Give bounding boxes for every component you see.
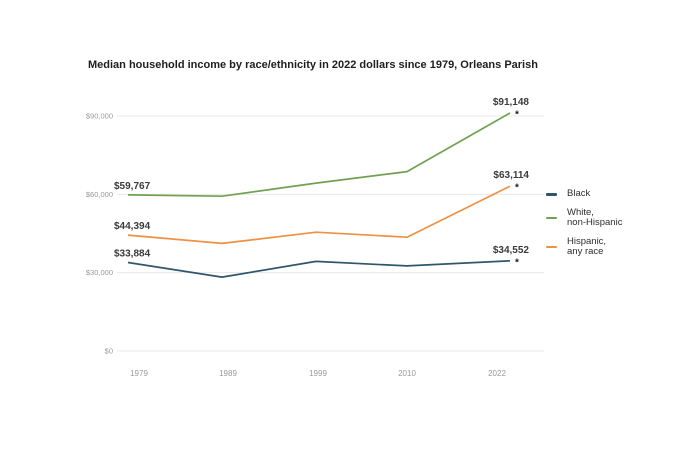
x-axis-tick-label: 1989	[219, 369, 237, 378]
x-axis-tick-label: 1979	[130, 369, 148, 378]
legend-item-white-non-hispanic: White, non-Hispanic	[546, 206, 623, 229]
footnote-asterisk-white-non-hispanic: *	[515, 110, 519, 121]
y-axis-tick-label: $60,000	[86, 190, 113, 199]
value-label-last-hispanic-any-race: $63,114	[493, 170, 529, 181]
value-label-first-hispanic-any-race: $44,394	[114, 221, 151, 232]
legend-item-black: Black	[546, 188, 622, 200]
legend-swatch-white-non-hispanic-line	[546, 216, 557, 220]
value-label-last-white-non-hispanic: $91,148	[493, 97, 530, 108]
value-label-last-black: $34,552	[493, 245, 530, 256]
y-axis-tick-label: $0	[105, 347, 113, 356]
value-label-first-white-non-hispanic: $59,767	[114, 181, 151, 192]
chart-title: Median household income by race/ethnicit…	[88, 59, 538, 71]
value-label-first-black: $33,884	[114, 249, 151, 260]
x-axis-tick-label: 1999	[309, 369, 327, 378]
x-axis-tick-label: 2022	[488, 369, 506, 378]
legend-swatch-black-line	[546, 193, 557, 196]
footnote-asterisk-hispanic-any-race: *	[515, 183, 519, 194]
legend-label-hispanic-any-race: Hispanic, any race	[567, 235, 607, 257]
legend: Black White, non-Hispanic Hispanic, any …	[546, 188, 623, 258]
legend-label-black: Black	[567, 188, 591, 199]
series-line-black	[127, 259, 511, 278]
legend-item-hispanic-any-race: Hispanic, any race	[546, 235, 622, 258]
series-line-white-non-hispanic	[127, 112, 511, 198]
legend-label-white-non-hispanic: White, non-Hispanic	[567, 206, 623, 228]
footnote-asterisk-black: *	[515, 257, 519, 268]
x-axis-tick-label: 2010	[398, 369, 416, 378]
y-axis-tick-label: $90,000	[86, 112, 113, 121]
legend-swatch-hispanic-any-race-line	[546, 245, 557, 249]
y-axis-tick-label: $30,000	[86, 268, 113, 277]
series-line-hispanic-any-race	[127, 185, 511, 245]
